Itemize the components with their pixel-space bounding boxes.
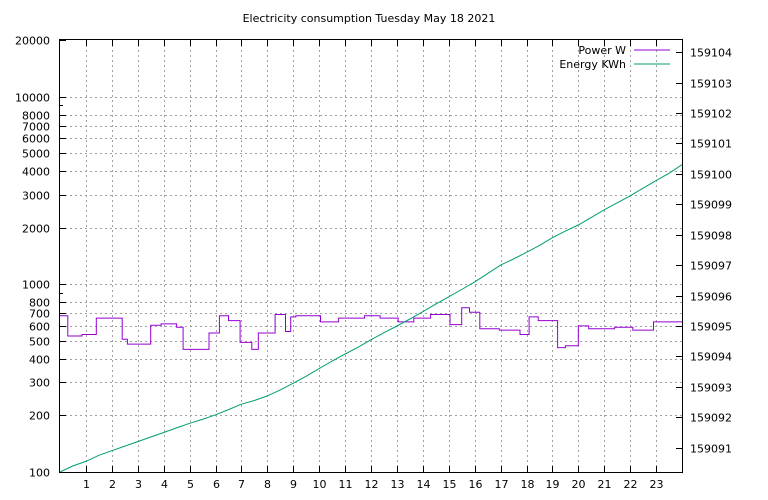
series-layer [59, 164, 683, 473]
y2-tick-label: 159100 [690, 169, 732, 182]
x-tick-label: 3 [135, 478, 142, 491]
y2-tick-label: 159103 [690, 78, 732, 91]
x-tick-label: 17 [495, 478, 509, 491]
y2-tick-label: 159091 [690, 443, 732, 456]
x-tick-label: 1 [83, 478, 90, 491]
x-tick-label: 22 [624, 478, 638, 491]
y2-tick-label: 159097 [690, 260, 732, 273]
x-tick-label: 13 [391, 478, 405, 491]
legend-label: Power W [578, 44, 626, 57]
x-tick-label: 5 [187, 478, 194, 491]
x-tick-label: 4 [161, 478, 168, 491]
x-tick-label: 21 [598, 478, 612, 491]
y-tick-label: 3000 [22, 190, 50, 203]
power-wseries-line [60, 307, 682, 350]
y-tick-label: 2000 [22, 223, 50, 236]
chart-title: Electricity consumption Tuesday May 18 2… [243, 12, 496, 25]
y2-tick-label: 159101 [690, 138, 732, 151]
y-tick-label: 100 [29, 467, 50, 480]
y2-tick-label: 159099 [690, 199, 732, 212]
plot-frame [59, 39, 683, 473]
x-tick-label: 2 [109, 478, 116, 491]
y2-tick-label: 159102 [690, 108, 732, 121]
x-tick-label: 8 [264, 478, 271, 491]
y-tick-label: 200 [29, 410, 50, 423]
y2-tick-label: 159092 [690, 412, 732, 425]
y-tick-label: 800 [29, 297, 50, 310]
grid-layer [60, 40, 682, 472]
x-tick-label: 16 [469, 478, 483, 491]
x-tick-label: 19 [546, 478, 560, 491]
x-tick-label: 15 [443, 478, 457, 491]
y-tick-label: 10000 [15, 92, 50, 105]
y-tick-label: 5000 [22, 148, 50, 161]
x-tick-label: 11 [339, 478, 353, 491]
x-tick-label: 6 [213, 478, 220, 491]
y2-tick-label: 159098 [690, 230, 732, 243]
x-tick-label: 18 [521, 478, 535, 491]
y-tick-label: 500 [29, 336, 50, 349]
y2-tick-label: 159104 [690, 47, 732, 60]
x-tick-label: 9 [290, 478, 297, 491]
x-tick-label: 7 [238, 478, 245, 491]
x-tick-label: 12 [365, 478, 379, 491]
y-tick-label: 700 [29, 308, 50, 321]
y-tick-label: 400 [29, 354, 50, 367]
y-tick-label: 8000 [22, 110, 50, 123]
y-tick-label: 4000 [22, 166, 50, 179]
x-tick-label: 14 [417, 478, 431, 491]
y-tick-label: 600 [29, 321, 50, 334]
y2-tick-label: 159095 [690, 321, 732, 334]
y-tick-label: 6000 [22, 133, 50, 146]
y2-tick-label: 159096 [690, 291, 732, 304]
y-tick-label: 1000 [22, 279, 50, 292]
x-tick-label: 23 [650, 478, 664, 491]
y-tick-label: 20000 [15, 35, 50, 48]
legend-label: Energy KWh [559, 58, 626, 71]
y2-tick-label: 159093 [690, 382, 732, 395]
y-tick-label: 300 [29, 377, 50, 390]
axis-layer: 1 2 3 4 5 6 7 8 9 10 11 12 13 14 15 16 17 18 19 20 21 22 23100… [15, 35, 732, 492]
y2-tick-label: 159094 [690, 351, 732, 364]
x-tick-label: 10 [313, 478, 327, 491]
x-tick-label: 20 [572, 478, 586, 491]
y-tick-label: 7000 [22, 121, 50, 134]
energy-kwhseries-line [59, 164, 683, 473]
